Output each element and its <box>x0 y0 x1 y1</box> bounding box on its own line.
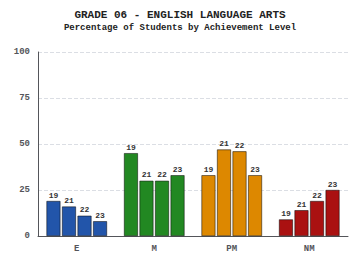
svg-text:19: 19 <box>126 143 136 152</box>
svg-text:21: 21 <box>142 170 152 179</box>
svg-text:19: 19 <box>49 191 59 200</box>
svg-text:75: 75 <box>19 93 30 103</box>
svg-text:21: 21 <box>219 139 229 148</box>
svg-text:23: 23 <box>95 211 105 220</box>
svg-text:M: M <box>152 244 157 254</box>
svg-text:100: 100 <box>14 47 30 57</box>
svg-text:22: 22 <box>235 141 245 150</box>
svg-text:50: 50 <box>19 139 30 149</box>
svg-text:21: 21 <box>297 200 307 209</box>
svg-text:Percentage of Students by Achi: Percentage of Students by Achievement Le… <box>64 23 297 33</box>
svg-text:0: 0 <box>25 231 30 241</box>
svg-text:19: 19 <box>204 165 214 174</box>
svg-text:E: E <box>74 244 80 254</box>
svg-text:PM: PM <box>226 244 237 254</box>
svg-text:21: 21 <box>64 196 74 205</box>
svg-text:22: 22 <box>80 205 90 214</box>
svg-text:22: 22 <box>157 170 167 179</box>
svg-text:25: 25 <box>19 185 30 195</box>
svg-text:23: 23 <box>173 165 183 174</box>
svg-text:19: 19 <box>281 209 291 218</box>
svg-text:23: 23 <box>328 180 338 189</box>
svg-text:GRADE 06 - ENGLISH LANGUAGE AR: GRADE 06 - ENGLISH LANGUAGE ARTS <box>74 9 286 21</box>
svg-text:23: 23 <box>250 165 260 174</box>
svg-text:22: 22 <box>312 191 322 200</box>
svg-text:NM: NM <box>304 244 315 254</box>
